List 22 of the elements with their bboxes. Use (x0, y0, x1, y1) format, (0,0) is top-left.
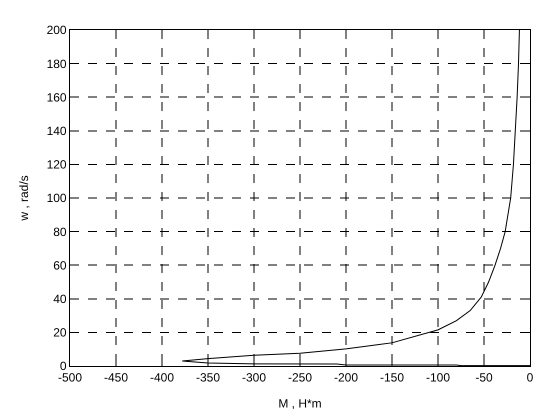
y-tick-label: 40 (53, 292, 67, 306)
y-tick-label: 120 (46, 158, 67, 172)
y-tick-label: 160 (46, 90, 67, 104)
y-tick-label: 200 (46, 23, 67, 38)
y-tick-label: 180 (46, 56, 67, 71)
y-tick-label: 20 (53, 326, 67, 340)
x-tick-label: -50 (475, 370, 493, 384)
y-axis-title: w , rad/s (16, 175, 31, 222)
y-tick-label: 60 (53, 258, 67, 272)
x-tick-label: -150 (380, 370, 404, 384)
x-tick-label: -250 (288, 370, 312, 384)
x-tick-label: -400 (150, 370, 174, 384)
x-tick-label: 0 (526, 370, 534, 384)
x-tick-label: -100 (426, 370, 450, 384)
x-tick-label: -350 (196, 370, 220, 384)
x-axis-title: M , H*m (278, 396, 322, 410)
y-tick-label: 100 (46, 191, 67, 206)
x-tick-label: -300 (242, 370, 266, 384)
y-tick-label: 140 (46, 124, 67, 138)
y-tick-label: 80 (53, 224, 67, 239)
x-tick-label: -450 (104, 370, 128, 384)
x-tick-label: -200 (334, 370, 358, 384)
